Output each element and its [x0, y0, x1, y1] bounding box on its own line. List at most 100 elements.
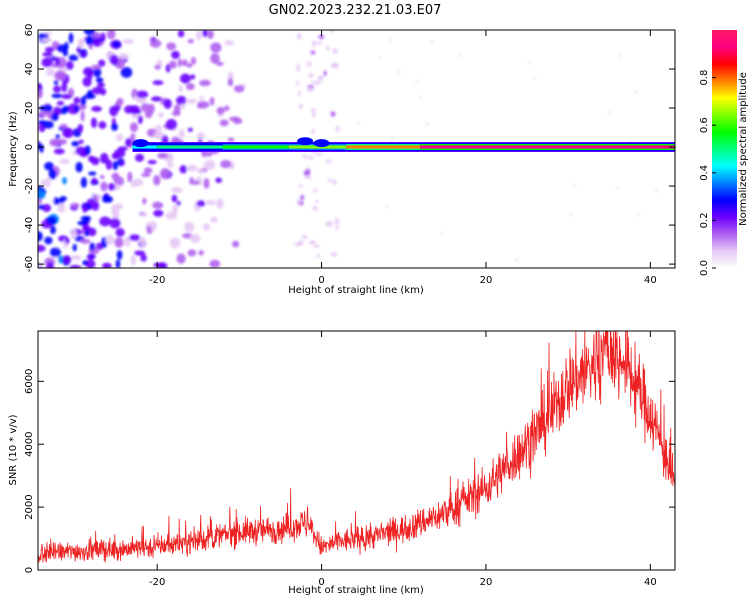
heatmap-blob	[90, 117, 98, 129]
heatmap-blob	[308, 73, 314, 78]
spectrogram-ylabel: Frequency (Hz)	[8, 111, 19, 187]
heatmap-blob	[56, 100, 65, 106]
heatmap-blob	[186, 164, 198, 172]
heatmap-blob	[311, 128, 315, 134]
heatmap-blob	[430, 41, 434, 44]
heatmap-blob	[108, 182, 116, 191]
heatmap-blob	[298, 103, 303, 110]
heatmap-blob	[389, 38, 392, 42]
heatmap-blob	[160, 168, 171, 179]
heatmap-blob	[115, 228, 125, 237]
heatmap-blob	[73, 105, 80, 112]
heatmap-blob	[197, 168, 205, 174]
heatmap-blob	[167, 162, 174, 168]
heatmap-blob	[165, 119, 178, 130]
ridge-layer	[132, 137, 675, 152]
heatmap-blob	[128, 234, 141, 241]
heatmap-blob	[313, 188, 318, 193]
colorbar-tick-label: 0.2	[699, 212, 710, 228]
heatmap-blob	[216, 106, 225, 115]
heatmap-blob	[113, 203, 124, 210]
heatmap-blob	[398, 70, 401, 74]
heatmap-blob	[38, 120, 47, 125]
heatmap-blob	[85, 35, 95, 46]
heatmap-blob	[307, 156, 314, 160]
heatmap-blob	[130, 133, 136, 139]
heatmap-blob	[334, 218, 340, 225]
heatmap-blob	[178, 128, 185, 139]
heatmap-blob	[334, 225, 340, 230]
heatmap-blob	[114, 176, 125, 187]
heatmap-blob	[153, 174, 161, 186]
heatmap-blob	[64, 41, 69, 51]
heatmap-blob	[41, 57, 54, 68]
heatmap-blob	[295, 81, 300, 86]
heatmap-blob	[98, 59, 106, 67]
heatmap-blob	[68, 54, 79, 61]
x-tick-label: 40	[644, 275, 657, 286]
heatmap-blob	[99, 152, 109, 164]
x-tick-label: 0	[318, 577, 324, 588]
heatmap-blob	[141, 172, 151, 178]
heatmap-blob	[333, 63, 339, 69]
heatmap-blob	[55, 134, 61, 139]
heatmap-blob	[139, 212, 148, 217]
colorbar-tick-label: 0.0	[699, 260, 710, 276]
colorbar-label: Normalized spectral amplitude	[738, 72, 749, 226]
heatmap-blob	[116, 250, 123, 260]
heatmap-blob	[187, 249, 197, 257]
heatmap-blob	[101, 194, 110, 203]
heatmap-blob	[330, 252, 338, 257]
heatmap-blob	[86, 254, 96, 260]
heatmap-blob	[311, 112, 317, 118]
heatmap-blob	[54, 70, 67, 81]
ridge-bump	[297, 137, 314, 146]
y-tick-label: 40	[24, 63, 35, 76]
heatmap-blob	[180, 103, 186, 110]
heatmap-blob	[190, 56, 197, 65]
heatmap-blob	[38, 261, 43, 268]
heatmap-blob	[147, 159, 157, 165]
heatmap-blob	[45, 46, 55, 53]
snr-xlabel: Height of straight line (km)	[288, 585, 424, 596]
heatmap-blob	[53, 80, 59, 86]
spectrogram-frame	[37, 29, 676, 269]
heatmap-blob	[117, 146, 128, 151]
heatmap-blob	[323, 70, 327, 76]
heatmap-blob	[312, 40, 317, 47]
y-tick-label: 0	[24, 144, 35, 150]
heatmap-blob	[61, 81, 68, 93]
heatmap-blob	[89, 242, 95, 251]
heatmap-blob	[82, 259, 89, 266]
ridge-bump	[313, 139, 330, 148]
heatmap-blob	[202, 223, 210, 231]
heatmap-blob	[224, 105, 230, 111]
heatmap-blob	[165, 211, 178, 220]
heatmap-blob	[608, 111, 611, 114]
heatmap-blob	[316, 41, 323, 45]
heatmap-blob	[105, 234, 115, 245]
heatmap-blob	[311, 80, 317, 84]
heatmap-blob	[216, 198, 224, 209]
heatmap-blob	[82, 204, 88, 213]
heatmap-blob	[207, 151, 212, 157]
spectrogram-panel: -20 0 20 40 -60 -40 -20 0 20 40 60 Height of strai…	[8, 24, 676, 296]
y-tick-label: 60	[24, 24, 35, 37]
heatmap-blob	[79, 239, 91, 244]
heatmap-blob	[109, 218, 121, 229]
heatmap-blob	[154, 64, 161, 70]
heatmap-blob	[415, 80, 418, 83]
heatmap-blob	[98, 121, 107, 130]
heatmap-blob	[125, 138, 132, 147]
heatmap-blob	[219, 119, 229, 127]
ridge-segment	[346, 145, 421, 149]
heatmap-blob	[205, 199, 217, 206]
heatmap-blob	[227, 137, 235, 142]
heatmap-blob	[59, 123, 68, 129]
heatmap-blob	[112, 160, 118, 171]
heatmap-blob	[188, 180, 200, 185]
heatmap-blob	[440, 232, 444, 235]
heatmap-blob	[76, 46, 81, 54]
chart-title: GN02.2023.232.21.03.E07	[269, 3, 442, 18]
heatmap-blob	[296, 65, 301, 73]
